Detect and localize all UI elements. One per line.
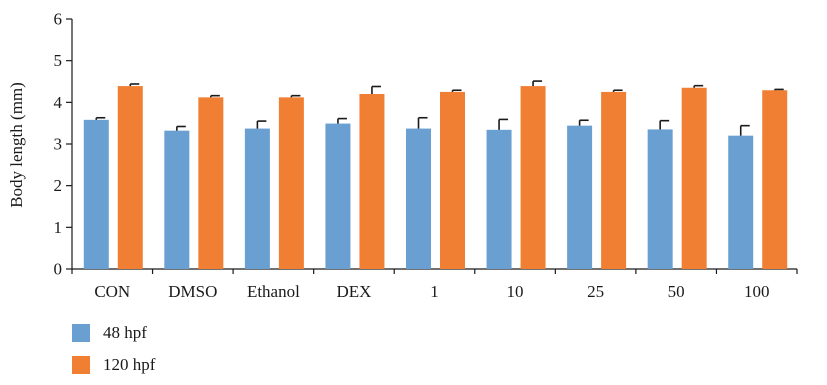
x-tick-label: 100 <box>744 282 770 301</box>
y-tick-label: 1 <box>54 218 63 237</box>
chart-x-tick-labels: CON DMSO Ethanol DEX 1 10 25 50 100 <box>94 282 769 301</box>
bar-120hpf <box>198 97 224 269</box>
x-tick-label: 50 <box>668 282 685 301</box>
chart-axes: 0 1 2 3 4 5 6 <box>54 10 798 279</box>
x-tick-label: 25 <box>587 282 604 301</box>
y-tick-label: 0 <box>54 260 63 279</box>
legend-swatch <box>72 324 90 342</box>
legend-label: 120 hpf <box>103 355 156 374</box>
bar-120hpf <box>278 97 304 269</box>
y-axis-label: Body length (mm) <box>7 82 26 208</box>
legend-swatch <box>72 356 90 374</box>
bar-120hpf <box>762 90 788 269</box>
bar-120hpf <box>440 91 465 270</box>
x-tick-label: DEX <box>336 282 371 301</box>
x-tick-label: Ethanol <box>247 282 300 301</box>
bar-48hpf <box>83 119 109 269</box>
bar-48hpf <box>244 128 270 269</box>
bar-48hpf <box>728 135 754 269</box>
bar-120hpf <box>359 94 385 269</box>
legend-label: 48 hpf <box>103 323 147 342</box>
chart-legend: 48 hpf 120 hpf <box>72 323 156 374</box>
bar-48hpf <box>567 125 593 270</box>
x-tick-label: 10 <box>507 282 524 301</box>
bar-120hpf <box>601 91 627 270</box>
y-tick-label: 3 <box>54 135 63 154</box>
y-tick-label: 5 <box>54 51 63 70</box>
bar-48hpf <box>164 130 190 269</box>
y-tick-label: 4 <box>54 93 63 112</box>
y-tick-label: 2 <box>54 176 63 195</box>
bar-48hpf <box>406 128 431 269</box>
bar-120hpf <box>681 87 707 269</box>
bar-48hpf <box>647 129 673 269</box>
bar-48hpf <box>486 129 512 269</box>
x-tick-label: DMSO <box>168 282 217 301</box>
x-tick-label: CON <box>94 282 130 301</box>
y-tick-label: 6 <box>54 10 63 29</box>
chart-bars <box>83 86 788 270</box>
bar-120hpf <box>520 86 546 269</box>
x-tick-label: 1 <box>430 282 439 301</box>
chart-error-bars <box>95 80 784 136</box>
bar-120hpf <box>117 86 143 269</box>
bar-48hpf <box>325 123 351 269</box>
